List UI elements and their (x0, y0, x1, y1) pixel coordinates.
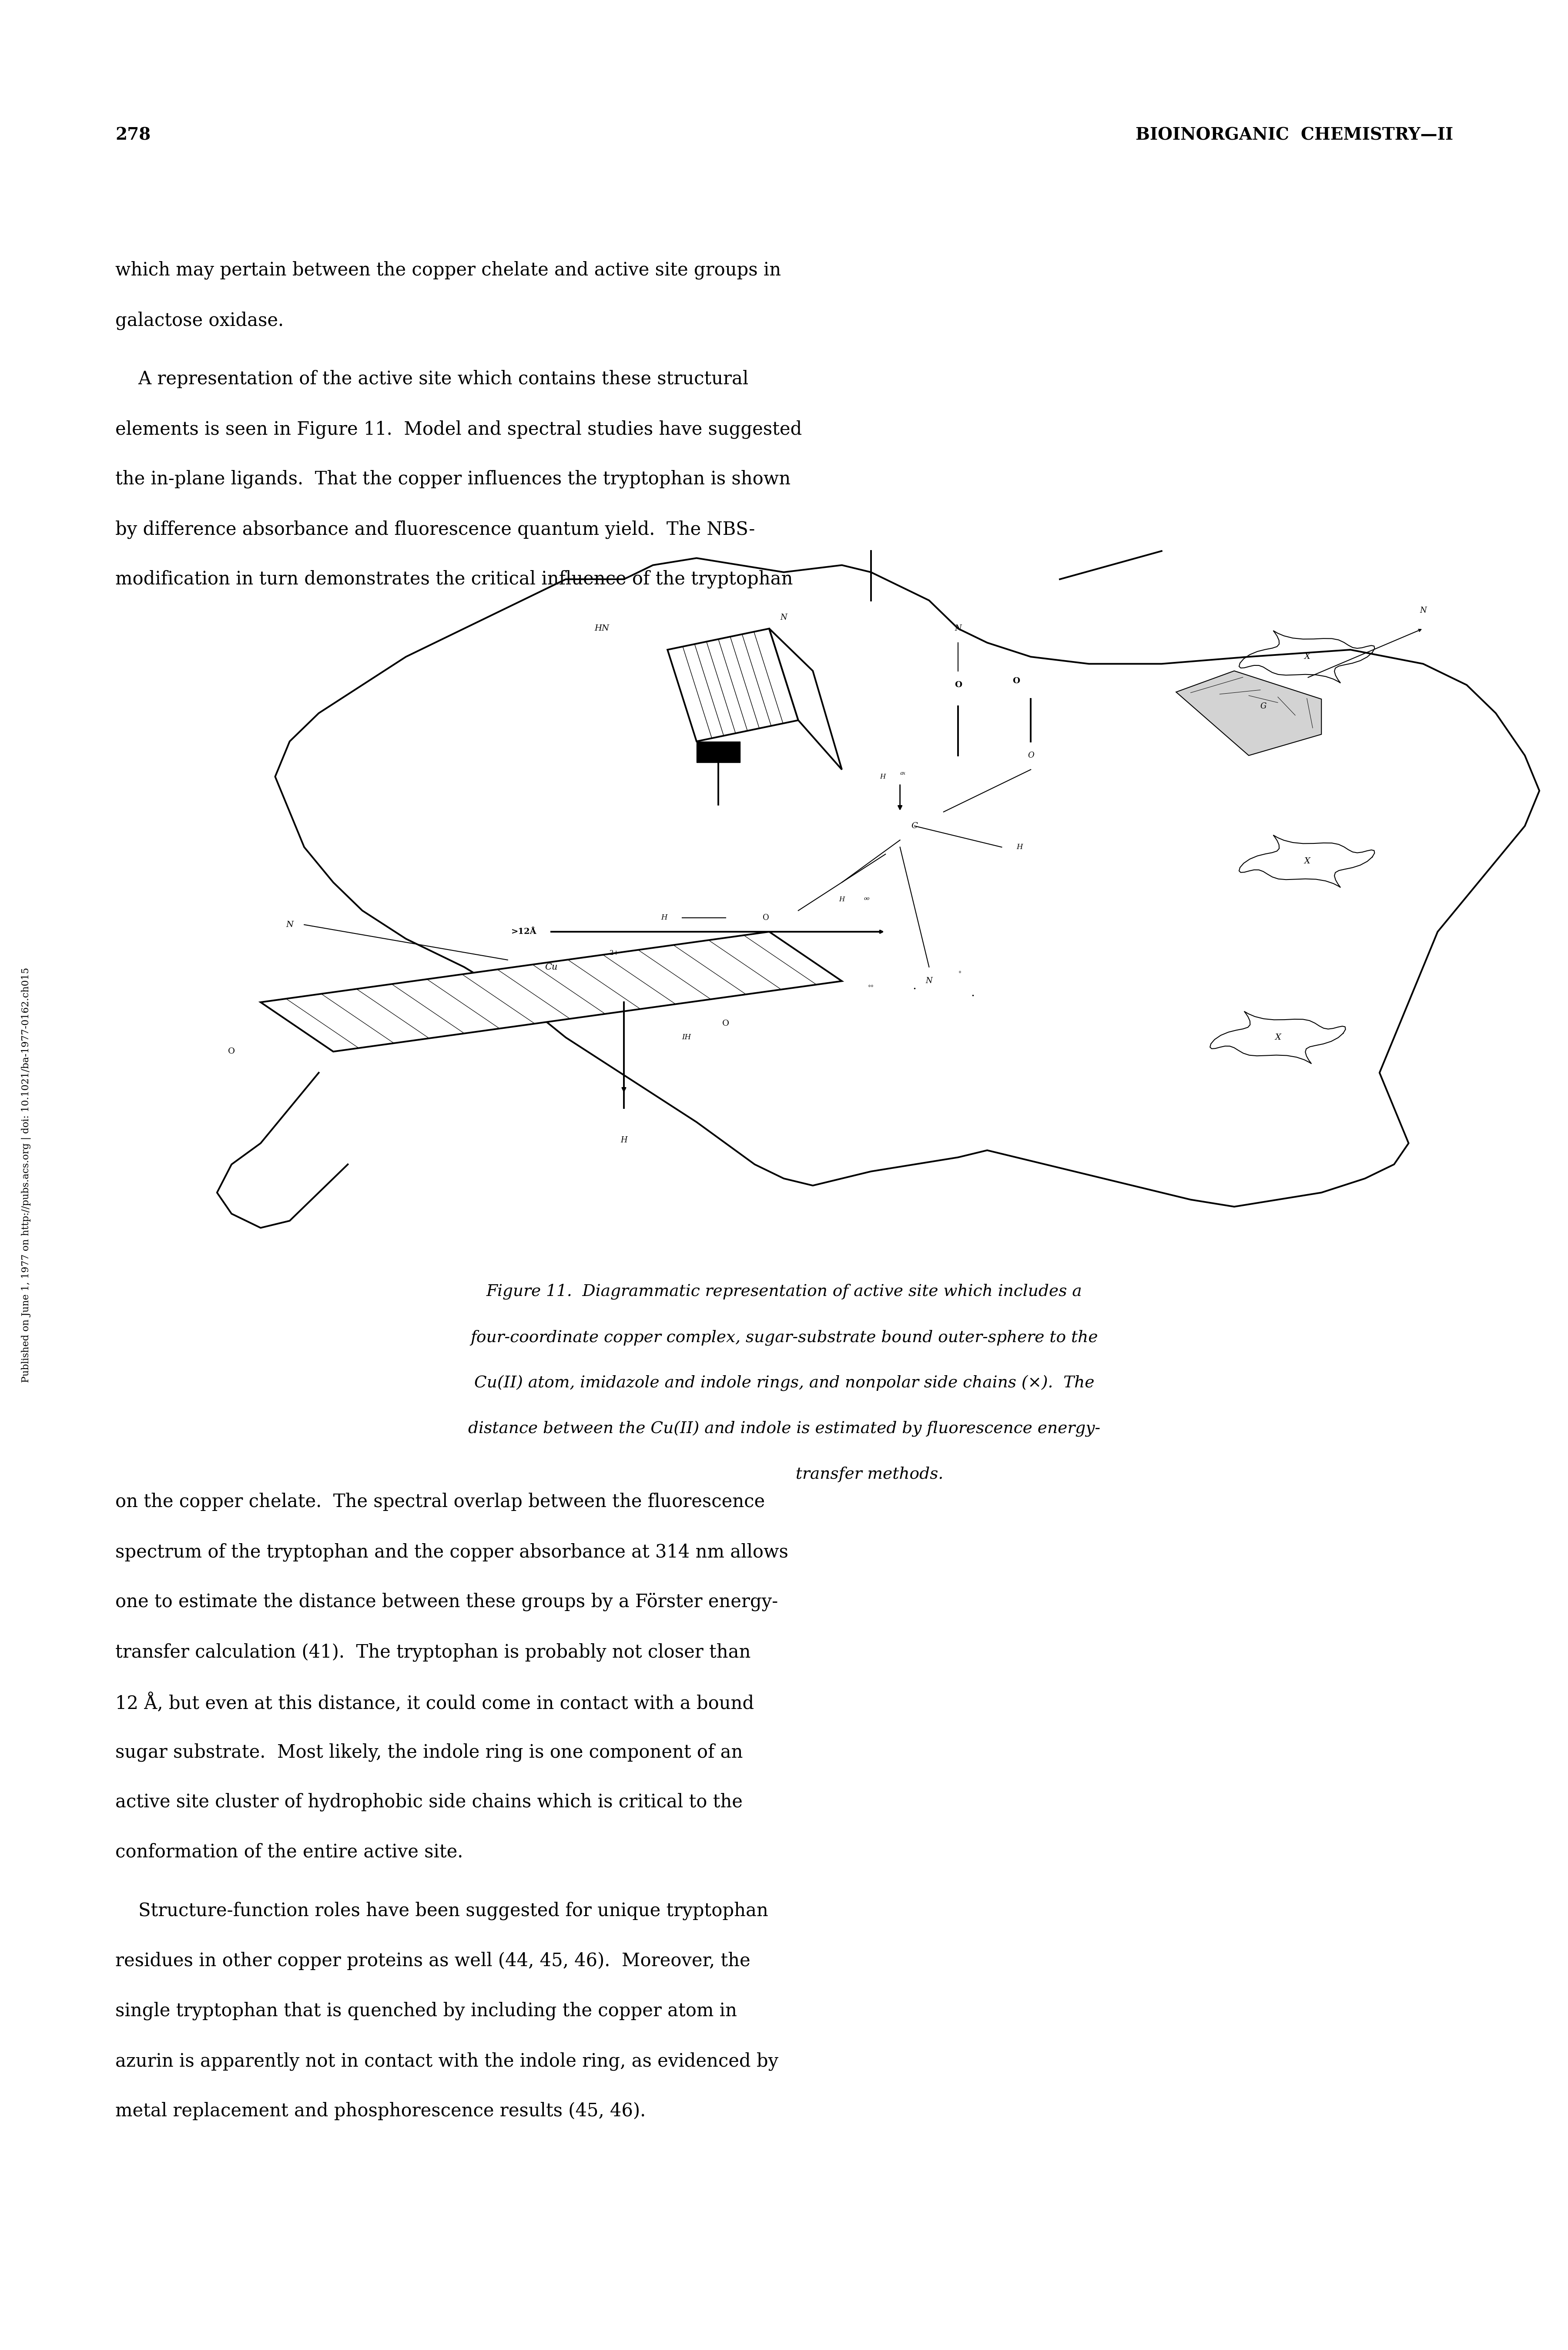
Text: Cu(II) atom, imidazole and indole rings, and nonpolar side chains (×).  The: Cu(II) atom, imidazole and indole rings,… (474, 1375, 1094, 1391)
Text: oo: oo (864, 895, 869, 900)
Polygon shape (1176, 670, 1320, 754)
Text: single tryptophan that is quenched by including the copper atom in: single tryptophan that is quenched by in… (116, 2002, 737, 2021)
Text: O: O (953, 682, 961, 689)
Text: spectrum of the tryptophan and the copper absorbance at 314 nm allows: spectrum of the tryptophan and the coppe… (116, 1542, 789, 1560)
Text: distance between the Cu(II) and indole is estimated by fluorescence energy-: distance between the Cu(II) and indole i… (467, 1422, 1101, 1436)
Text: N: N (285, 921, 293, 928)
Text: X: X (1303, 653, 1309, 660)
Text: one to estimate the distance between these groups by a Förster energy-: one to estimate the distance between the… (116, 1593, 778, 1612)
Text: N: N (925, 978, 933, 985)
Text: 2+: 2+ (610, 949, 619, 956)
Text: Figure 11.  Diagrammatic representation of active site which includes a: Figure 11. Diagrammatic representation o… (486, 1283, 1082, 1300)
Text: residues in other copper proteins as well (44, 45, 46).  Moreover, the: residues in other copper proteins as wel… (116, 1953, 750, 1969)
Text: H: H (621, 1135, 627, 1144)
Text: 12 Å, but even at this distance, it could come in contact with a bound: 12 Å, but even at this distance, it coul… (116, 1692, 754, 1713)
Text: >12Å: >12Å (511, 928, 536, 935)
Text: °: ° (958, 971, 961, 978)
Text: modification in turn demonstrates the critical influence of the tryptophan: modification in turn demonstrates the cr… (116, 571, 793, 588)
Text: transfer calculation (41).  The tryptophan is probably not closer than: transfer calculation (41). The tryptopha… (116, 1643, 751, 1661)
Text: galactose oxidase.: galactose oxidase. (116, 310, 284, 329)
Text: azurin is apparently not in contact with the indole ring, as evidenced by: azurin is apparently not in contact with… (116, 2052, 778, 2070)
Text: O: O (762, 914, 768, 921)
Bar (696, 740, 740, 761)
Text: H: H (1016, 844, 1022, 851)
Polygon shape (260, 931, 842, 1050)
Text: which may pertain between the copper chelate and active site groups in: which may pertain between the copper che… (116, 261, 781, 280)
Text: H: H (839, 895, 845, 902)
Text: elements is seen in Figure 11.  Model and spectral studies have suggested: elements is seen in Figure 11. Model and… (116, 421, 801, 439)
Polygon shape (768, 627, 842, 768)
Text: four-coordinate copper complex, sugar-substrate bound outer-sphere to the: four-coordinate copper complex, sugar-su… (470, 1330, 1098, 1344)
Text: X: X (1275, 1034, 1281, 1041)
Text: transfer methods.: transfer methods. (626, 1466, 942, 1483)
Text: H: H (662, 914, 668, 921)
Text: X: X (1303, 858, 1309, 865)
Text: metal replacement and phosphorescence results (45, 46).: metal replacement and phosphorescence re… (116, 2101, 646, 2120)
Text: conformation of the entire active site.: conformation of the entire active site. (116, 1842, 463, 1861)
Text: N: N (1419, 606, 1427, 613)
Text: O: O (1027, 752, 1033, 759)
Text: Cu: Cu (544, 964, 558, 971)
Text: active site cluster of hydrophobic side chains which is critical to the: active site cluster of hydrophobic side … (116, 1793, 742, 1812)
Text: Published on June 1, 1977 on http://pubs.acs.org | doi: 10.1021/ba-1977-0162.ch0: Published on June 1, 1977 on http://pubs… (22, 968, 31, 1382)
Text: O: O (1013, 677, 1019, 684)
Text: C: C (911, 822, 917, 830)
Text: ax: ax (900, 771, 905, 776)
Text: N: N (781, 613, 787, 620)
Text: Structure-function roles have been suggested for unique tryptophan: Structure-function roles have been sugge… (116, 1901, 768, 1920)
Text: on the copper chelate.  The spectral overlap between the fluorescence: on the copper chelate. The spectral over… (116, 1492, 765, 1511)
Text: HN: HN (594, 625, 610, 632)
Text: IH: IH (682, 1034, 691, 1041)
Text: O: O (721, 1020, 729, 1027)
Text: 278: 278 (116, 127, 151, 143)
Text: sugar substrate.  Most likely, the indole ring is one component of an: sugar substrate. Most likely, the indole… (116, 1744, 743, 1762)
Text: BIOINORGANIC  CHEMISTRY—II: BIOINORGANIC CHEMISTRY—II (1135, 127, 1452, 143)
Text: °°: °° (867, 985, 873, 992)
Text: G: G (1259, 703, 1265, 710)
Text: O: O (227, 1048, 235, 1055)
Polygon shape (668, 627, 798, 740)
Text: H: H (880, 773, 886, 780)
Text: A representation of the active site which contains these structural: A representation of the active site whic… (116, 369, 748, 388)
Text: by difference absorbance and fluorescence quantum yield.  The NBS-: by difference absorbance and fluorescenc… (116, 519, 754, 538)
Text: the in-plane ligands.  That the copper influences the tryptophan is shown: the in-plane ligands. That the copper in… (116, 470, 790, 489)
Text: N: N (955, 625, 961, 632)
